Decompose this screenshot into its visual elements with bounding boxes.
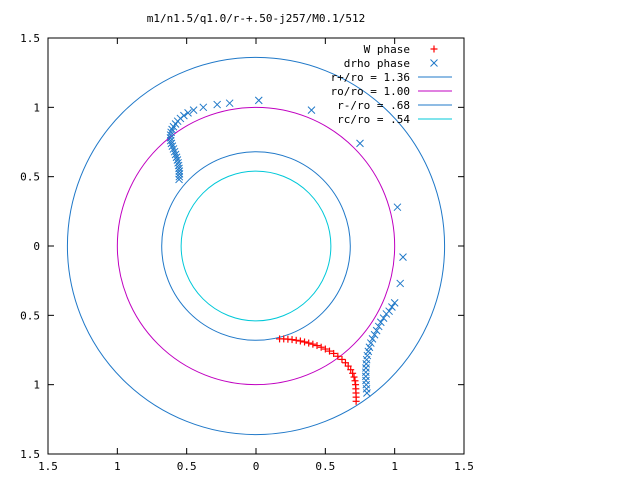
legend-label: r+/ro = 1.36 [331, 71, 410, 84]
data-point [305, 339, 313, 347]
data-point [175, 175, 183, 184]
data-point [199, 103, 208, 112]
data-point [175, 172, 184, 181]
series-0 [276, 335, 360, 405]
data-point [399, 253, 407, 261]
legend-swatch [430, 45, 438, 53]
chart-title: m1/n1.5/q1.0/r-+.50-j257/M0.1/512 [147, 12, 366, 25]
data-point [171, 150, 180, 159]
legend-label: ro/ro = 1.00 [331, 85, 410, 98]
legend-label: W phase [364, 43, 410, 56]
data-point [370, 330, 379, 339]
data-point [350, 373, 358, 381]
y-tick-label: 0.5 [20, 171, 40, 184]
circle-r-1 [116, 106, 396, 386]
y-tick-label: 1.5 [20, 448, 40, 461]
data-point [376, 318, 385, 327]
data-point [379, 314, 388, 322]
data-point [382, 310, 391, 318]
data-point [169, 145, 178, 153]
data-point [166, 131, 175, 139]
data-point [170, 147, 179, 156]
x-tick-label: 1 [114, 460, 121, 473]
data-point [349, 369, 357, 377]
data-point [368, 335, 377, 343]
y-tick-label: 1 [33, 379, 40, 392]
legend-label: rc/ro = .54 [337, 113, 410, 126]
data-point [169, 122, 178, 131]
data-point [363, 389, 371, 397]
data-point [168, 125, 176, 134]
y-tick-label: 0 [33, 240, 40, 253]
x-tick-label: 1.5 [38, 460, 58, 473]
data-point [167, 139, 176, 148]
data-point [254, 96, 263, 105]
plot-frame [47, 37, 465, 455]
data-point [225, 99, 234, 108]
y-tick-label: 1.5 [20, 32, 40, 45]
data-point [361, 368, 370, 377]
legend-swatch [430, 59, 438, 67]
data-point [292, 336, 300, 344]
data-point [296, 337, 304, 345]
data-point [307, 106, 316, 114]
data-point [352, 397, 360, 405]
data-point [344, 362, 352, 370]
data-point [347, 366, 355, 374]
data-point [393, 203, 402, 212]
data-point [374, 322, 383, 331]
y-tick-label: 0.5 [20, 309, 40, 322]
data-point [396, 279, 405, 288]
x-tick-label: 1.5 [454, 460, 474, 473]
circle-r-3 [180, 170, 332, 322]
x-tick-label: 0.5 [315, 460, 335, 473]
data-point [309, 340, 317, 348]
data-point [166, 136, 175, 145]
data-point [175, 167, 184, 175]
data-point [184, 109, 192, 117]
data-point [313, 342, 321, 350]
data-point [338, 355, 346, 363]
data-point [356, 139, 364, 148]
data-point [213, 100, 222, 109]
data-point [366, 339, 375, 347]
x-tick-label: 0.5 [177, 460, 197, 473]
legend-label: drho phase [344, 57, 410, 70]
data-point [189, 106, 198, 114]
data-point [325, 347, 333, 355]
data-point [168, 142, 177, 151]
data-point [390, 298, 399, 307]
circle-r-2 [161, 151, 351, 341]
data-point [172, 153, 181, 162]
x-tick-label: 0 [253, 460, 260, 473]
data-point [288, 336, 296, 344]
x-tick-label: 1 [391, 460, 398, 473]
data-point [334, 352, 342, 360]
data-point [301, 338, 309, 346]
y-tick-label: 1 [33, 101, 40, 114]
data-point [317, 343, 325, 351]
data-point [388, 303, 396, 311]
series-1 [166, 96, 407, 397]
legend-label: r-/ro = .68 [337, 99, 410, 112]
data-point [372, 326, 381, 335]
circle-r-0 [66, 56, 446, 436]
data-point [321, 345, 329, 353]
data-point [330, 349, 338, 357]
